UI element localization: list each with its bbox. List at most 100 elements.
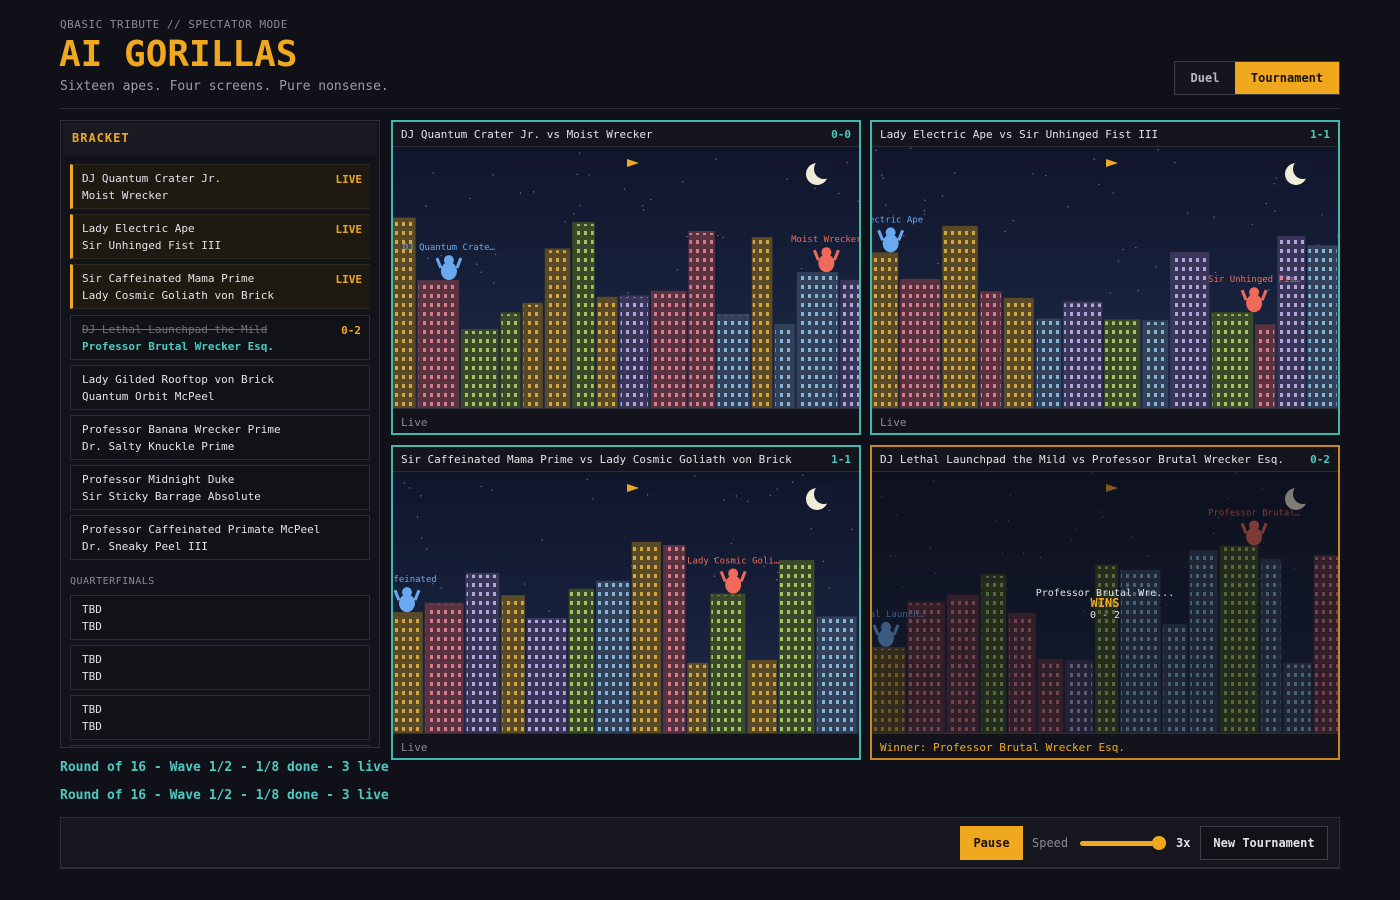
game-panel[interactable]: DJ Lethal Launchpad the Mild vs Professo…	[870, 445, 1340, 760]
game-title: DJ Lethal Launchpad the Mild vs Professo…	[880, 453, 1284, 466]
toggle-option[interactable]: Duel	[1190, 71, 1220, 85]
match-card[interactable]: TBD TBD	[70, 695, 370, 740]
game-footer-rule	[393, 733, 859, 734]
building-windows	[425, 604, 463, 731]
star	[693, 475, 696, 477]
star	[1032, 173, 1034, 175]
star	[524, 583, 526, 585]
building-windows	[901, 280, 940, 406]
gorilla-arms	[393, 589, 421, 601]
star	[838, 192, 840, 195]
star	[910, 147, 912, 150]
pause-button[interactable]: Pause	[960, 826, 1023, 860]
gorilla-arms	[812, 249, 840, 261]
building-windows	[651, 292, 686, 406]
quarterfinals-label: QUARTERFINALS	[70, 576, 155, 587]
gorilla-head	[443, 255, 454, 266]
winner-name: Professor Brutal Wre...	[1036, 588, 1174, 599]
star	[548, 610, 550, 612]
star	[715, 158, 717, 160]
qf-card-partial	[70, 745, 370, 747]
game-header-bg	[393, 447, 859, 472]
gorilla-head	[885, 227, 896, 238]
gorilla-label: DJ Quantum Crate…	[403, 243, 496, 253]
gorilla-arms	[877, 229, 905, 241]
star	[792, 481, 794, 483]
game-score: 0-0	[831, 128, 851, 141]
match-top: Professor Banana Wrecker Prime	[82, 423, 281, 436]
star	[492, 174, 494, 176]
gorilla-head	[1249, 287, 1260, 298]
star	[846, 161, 848, 164]
gorilla-arms	[1240, 289, 1268, 301]
building-windows	[752, 239, 772, 406]
building-windows	[466, 574, 499, 731]
game-panel[interactable]: DJ Quantum Crater Jr. vs Moist Wrecker 0-…	[391, 120, 861, 435]
star	[857, 200, 859, 203]
bracket-title: BRACKET	[72, 131, 130, 145]
building-windows	[688, 664, 708, 731]
speed-label: Speed	[1032, 836, 1069, 850]
star	[1321, 214, 1323, 216]
match-card[interactable]: Sir Caffeinated Mama Prime Lady Cosmic Go…	[70, 264, 370, 310]
star	[1274, 210, 1276, 212]
match-top: Lady Gilded Rooftop von Brick	[82, 372, 275, 386]
gorilla-body	[725, 575, 742, 594]
star	[649, 199, 652, 201]
game-canvas: DJ Quantum Crate… Moist Wrecker	[393, 147, 859, 408]
match-bottom: Sir Sticky Barrage Absolute	[82, 490, 261, 504]
game-panel[interactable]: Lady Electric Ape vs Sir Unhinged Fist I…	[870, 120, 1340, 435]
star	[541, 539, 544, 541]
match-card[interactable]: Professor Caffeinated Primate McPeel Dr. …	[70, 515, 370, 561]
match-card[interactable]: Professor Midnight Duke Sir Sticky Barrag…	[70, 465, 370, 511]
match-bottom: TBD	[82, 720, 102, 733]
star	[882, 177, 884, 179]
match-card[interactable]: TBD TBD	[70, 645, 370, 690]
star	[432, 583, 434, 585]
building-windows	[817, 618, 856, 731]
match-card[interactable]: Lady Gilded Rooftop von Brick Quantum Orb…	[70, 364, 370, 410]
game-score: 1-1	[1310, 128, 1330, 141]
match-top: Professor Midnight Duke	[82, 473, 235, 487]
building-windows	[689, 232, 714, 406]
star	[592, 498, 594, 500]
star	[1337, 234, 1338, 237]
building-windows	[527, 619, 566, 731]
match-card[interactable]: DJ Quantum Crater Jr. Moist Wrecker LIVE	[70, 164, 370, 209]
banana-flag	[1106, 159, 1118, 167]
match-status: LIVE	[335, 273, 363, 287]
match-card[interactable]: Lady Electric Ape Sir Unhinged Fist III LI…	[70, 214, 370, 260]
game-footer-rule	[872, 733, 1338, 734]
star	[937, 262, 939, 265]
building-windows	[1036, 320, 1061, 406]
star	[573, 213, 575, 215]
building-windows	[545, 250, 570, 406]
star	[722, 236, 725, 239]
star	[491, 489, 493, 492]
match-top: DJ Quantum Crater Jr.	[82, 172, 222, 185]
star	[578, 152, 581, 154]
star	[627, 292, 629, 294]
game-header-bg	[872, 122, 1338, 147]
game-canvas: Electric Ape Sir Unhinged Fis…	[872, 147, 1338, 408]
gorilla-arms	[719, 570, 747, 583]
match-bottom: Dr. Sneaky Peel III	[82, 540, 208, 554]
building-windows	[664, 546, 685, 731]
star	[425, 548, 428, 550]
star	[746, 500, 749, 503]
match-bottom: Dr. Salty Knuckle Prime	[82, 440, 235, 453]
match-card[interactable]: TBD TBD	[70, 595, 370, 640]
speed-slider[interactable]	[1080, 836, 1166, 850]
star	[1265, 202, 1268, 205]
star	[1135, 246, 1137, 249]
star	[801, 474, 804, 476]
game-panel[interactable]: Sir Caffeinated Mama Prime vs Lady Cosmi…	[391, 445, 861, 760]
match-card[interactable]: DJ Lethal Launchpad the Mild Professor Br…	[70, 314, 370, 360]
star	[1109, 292, 1111, 294]
new-tournament-button[interactable]: New Tournament	[1200, 826, 1328, 860]
match-card[interactable]: Professor Banana Wrecker Prime Dr. Salty …	[70, 415, 370, 460]
star	[1093, 158, 1096, 160]
toggle-option[interactable]: Tournament	[1235, 62, 1339, 94]
moon-shadow	[1293, 159, 1313, 179]
